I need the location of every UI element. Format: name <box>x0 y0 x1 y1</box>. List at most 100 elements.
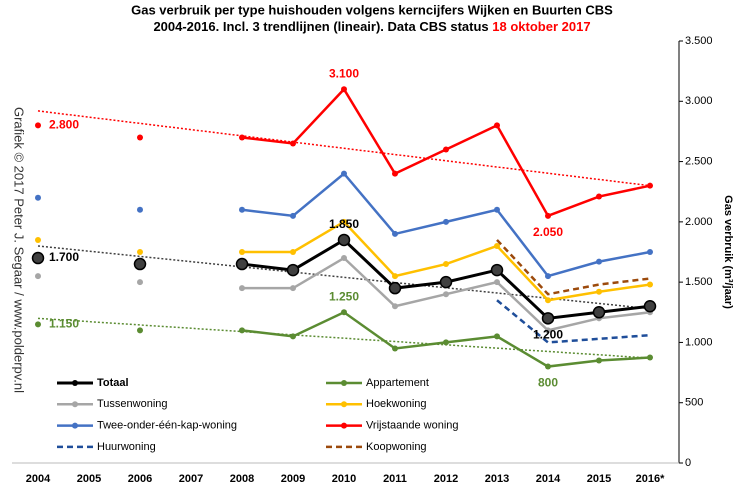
series-marker <box>239 249 245 255</box>
series-marker <box>392 170 398 177</box>
series-marker <box>392 273 398 280</box>
series-marker <box>137 279 143 286</box>
series-marker <box>35 194 41 201</box>
series-marker <box>596 288 602 295</box>
x-tick-label: 2010 <box>332 473 356 485</box>
x-tick-label: 2013 <box>485 473 509 485</box>
series-marker <box>596 357 602 364</box>
series-marker <box>137 327 143 334</box>
data-label: 800 <box>538 376 558 390</box>
series-marker <box>545 327 551 334</box>
series-marker <box>443 146 449 153</box>
series-marker <box>286 263 300 277</box>
chart-title: Gas verbruik per type huishouden volgens… <box>131 2 613 17</box>
series-marker <box>235 257 249 271</box>
series-marker <box>137 249 143 255</box>
data-label: 2.050 <box>533 225 563 239</box>
series-marker <box>337 233 351 247</box>
y-tick-label: 2.000 <box>685 216 713 228</box>
series-marker <box>239 327 245 334</box>
series-marker <box>643 300 657 313</box>
legend-marker <box>341 401 347 408</box>
x-tick-label: 2011 <box>383 473 407 485</box>
subtitle-text: 2004-2016. Incl. 3 trendlijnen (lineair)… <box>153 19 492 34</box>
legend-label: Huurwoning <box>97 441 156 453</box>
series-marker <box>647 354 653 361</box>
series-marker <box>239 206 245 213</box>
series-marker <box>545 273 551 280</box>
data-label: 1.700 <box>49 250 79 264</box>
series-marker <box>545 212 551 219</box>
series-marker <box>443 339 449 346</box>
series-marker <box>341 170 347 177</box>
series-marker <box>392 230 398 237</box>
legend-label: Hoekwoning <box>366 398 427 410</box>
series-marker <box>290 249 296 255</box>
series-marker <box>239 134 245 141</box>
data-label: 3.100 <box>329 66 359 80</box>
series-marker <box>494 242 500 249</box>
x-tick-label: 2008 <box>230 473 254 485</box>
series-marker <box>545 297 551 304</box>
x-tick-label: 2005 <box>77 473 101 485</box>
series-marker <box>443 261 449 268</box>
legend-label: Tussenwoning <box>97 398 168 410</box>
series-marker <box>647 249 653 255</box>
x-tick-label: 2006 <box>128 473 152 485</box>
legend-marker <box>341 380 347 386</box>
legend-marker <box>341 422 347 429</box>
series-marker <box>239 285 245 292</box>
series-marker <box>290 285 296 292</box>
y-tick-label: 0 <box>685 457 691 469</box>
x-tick-label: 2009 <box>281 473 305 485</box>
legend-label: Vrijstaande woning <box>366 420 459 432</box>
series-marker <box>494 122 500 129</box>
series-marker <box>137 134 143 141</box>
legend-label: Totaal <box>97 377 129 389</box>
data-label: 1.850 <box>329 217 359 231</box>
legend-marker <box>72 422 78 429</box>
series-marker <box>541 312 555 325</box>
legend-label: Koopwoning <box>366 441 427 453</box>
y-axis-title: Gas verbruik (m³/jaar) <box>722 195 734 309</box>
series-marker <box>388 281 402 295</box>
series-marker <box>31 251 45 265</box>
y-tick-label: 500 <box>685 397 703 409</box>
series-marker <box>596 258 602 265</box>
data-label: 2.800 <box>49 118 79 132</box>
legend-marker <box>72 380 78 386</box>
x-tick-label: 2014 <box>536 473 561 485</box>
series-marker <box>392 345 398 352</box>
series-line <box>496 239 651 296</box>
data-label: 1.150 <box>49 317 79 331</box>
y-tick-label: 1.000 <box>685 336 713 348</box>
watermark: Grafiek © 2017 Peter J. Segaar / www.pol… <box>12 107 27 393</box>
series-line <box>496 299 651 344</box>
series-marker <box>341 218 347 225</box>
x-tick-label: 2004 <box>26 473 51 485</box>
legend-label: Twee-onder-één-kap-woning <box>97 420 237 432</box>
series-marker <box>443 218 449 225</box>
series-marker <box>392 303 398 310</box>
series-marker <box>290 212 296 219</box>
series-marker <box>592 306 606 319</box>
x-tick-label: 2012 <box>434 473 458 485</box>
series-marker <box>290 333 296 340</box>
y-tick-label: 2.500 <box>685 155 713 167</box>
x-tick-label: 2015 <box>587 473 611 485</box>
y-tick-label: 1.500 <box>685 276 713 288</box>
series-marker <box>494 206 500 213</box>
series-marker <box>443 291 449 298</box>
series-marker <box>494 279 500 286</box>
x-tick-label: 2007 <box>179 473 203 485</box>
series-marker <box>35 273 41 280</box>
series-marker <box>133 257 147 271</box>
subtitle-date: 18 oktober 2017 <box>492 19 590 34</box>
y-tick-label: 3.500 <box>685 35 713 47</box>
series-marker <box>647 182 653 189</box>
data-label: 1.200 <box>533 327 563 341</box>
series-marker <box>35 236 41 243</box>
trendline <box>37 110 651 187</box>
legend-box <box>45 372 475 460</box>
